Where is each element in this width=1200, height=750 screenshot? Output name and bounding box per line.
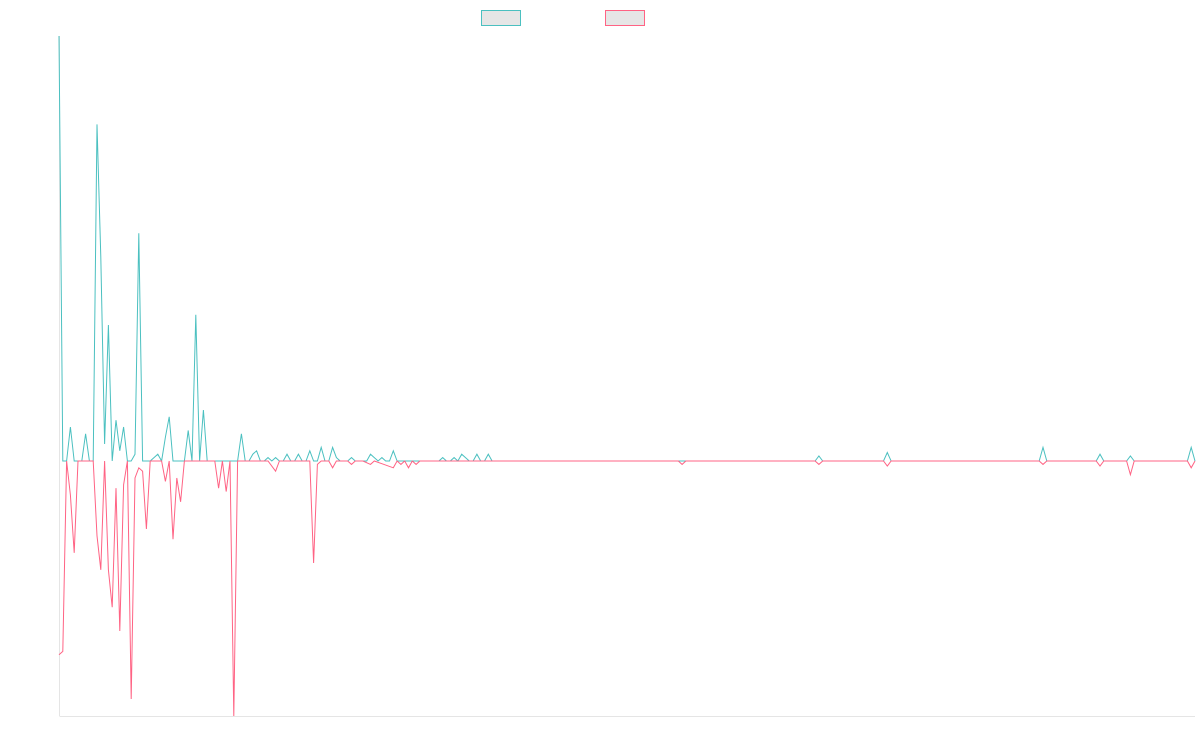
legend-swatch-1[interactable]	[481, 10, 521, 26]
legend-swatch-2[interactable]	[605, 10, 645, 26]
legend-item-1[interactable]	[481, 10, 521, 26]
series-line-2	[58, 460, 1196, 717]
series-layer	[58, 35, 1196, 717]
legend[interactable]	[481, 10, 645, 26]
series-line-1	[58, 35, 1196, 463]
legend-item-2[interactable]	[605, 10, 645, 26]
